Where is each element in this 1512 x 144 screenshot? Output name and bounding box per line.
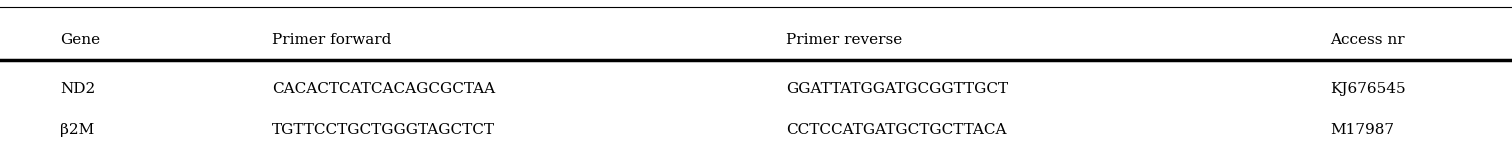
Text: CACACTCATCACAGCGCTAA: CACACTCATCACAGCGCTAA [272, 82, 496, 96]
Text: Access nr: Access nr [1331, 33, 1405, 47]
Text: ND2: ND2 [60, 82, 95, 96]
Text: M17987: M17987 [1331, 123, 1394, 137]
Text: GGATTATGGATGCGGTTGCT: GGATTATGGATGCGGTTGCT [786, 82, 1009, 96]
Text: β2M: β2M [60, 123, 95, 137]
Text: Primer forward: Primer forward [272, 33, 392, 47]
Text: Primer reverse: Primer reverse [786, 33, 903, 47]
Text: Gene: Gene [60, 33, 101, 47]
Text: KJ676545: KJ676545 [1331, 82, 1406, 96]
Text: CCTCCATGATGCTGCTTACA: CCTCCATGATGCTGCTTACA [786, 123, 1007, 137]
Text: TGTTCCTGCTGGGTAGCTCT: TGTTCCTGCTGGGTAGCTCT [272, 123, 494, 137]
